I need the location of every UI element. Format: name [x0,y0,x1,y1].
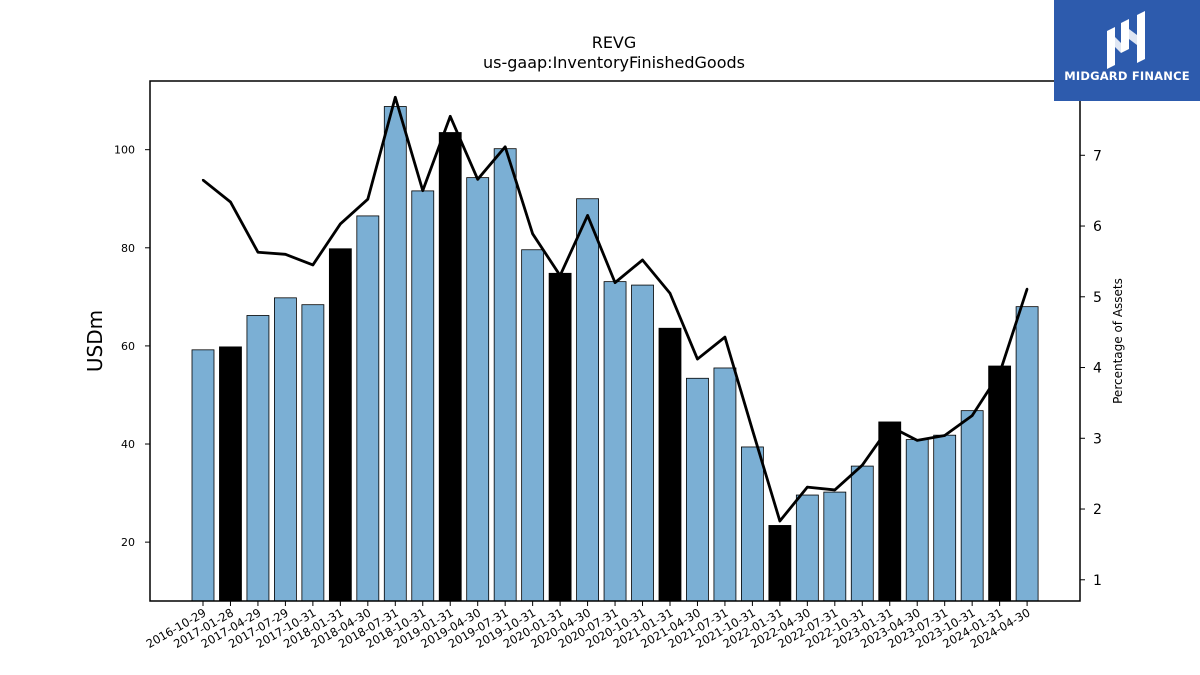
line-point-2019-10-31 [531,232,534,236]
y2-axis-label: Percentage of Assets [1111,278,1125,404]
line-point-2021-01-31 [668,292,672,295]
y-tick-label: 100 [114,144,135,157]
line-point-2020-04-30 [586,214,589,217]
line-point-2023-04-30 [916,439,919,442]
line-point-2020-10-31 [641,258,644,262]
bar-2021-07-31 [713,367,737,602]
line-point-2017-01-28 [229,200,232,204]
bar-2017-04-29 [246,315,270,602]
y2-tick-label: 7 [1093,148,1102,164]
y-tick-label: 80 [121,242,135,255]
y2-tick-label: 6 [1093,219,1102,235]
bar-2018-01-31 [328,248,352,602]
midgard-logo-icon [1107,11,1145,69]
bar-2019-10-31 [521,249,545,602]
line-point-2024-01-31 [998,371,1001,375]
line-point-2023-10-31 [970,414,974,417]
y2-tick-label: 5 [1093,290,1102,306]
line-point-2022-10-31 [861,463,864,467]
bar-2018-04-30 [356,215,380,602]
y2-tick-label: 1 [1093,573,1102,589]
bar-2024-01-31 [988,365,1012,602]
y2-tick-label: 3 [1093,431,1102,447]
y2-tick-label: 4 [1093,361,1102,377]
line-point-2018-07-31 [394,96,397,99]
bar-2016-10-29 [191,349,215,602]
line-point-2017-04-29 [256,251,260,254]
bar-2017-01-28 [219,346,242,602]
bar-2023-07-31 [933,434,957,602]
bar-2022-01-31 [768,525,792,602]
line-point-2022-04-30 [806,485,809,489]
line-point-2017-10-31 [311,263,315,267]
bars-group [191,106,1039,602]
line-point-2022-07-31 [833,488,837,492]
bar-2019-07-31 [493,148,517,602]
plot-frame [149,80,1081,602]
line-point-2018-10-31 [421,189,424,192]
chart-title: REVG [592,33,637,52]
brand-name: MIDGARD FINANCE [1064,69,1190,83]
line-point-2021-04-30 [696,357,699,361]
bar-2017-07-29 [274,297,297,602]
bar-2020-01-31 [548,272,572,602]
line-point-2019-04-30 [476,178,479,181]
chart-subtitle: us-gaap:InventoryFinishedGoods [483,53,745,72]
line-point-2016-10-29 [201,178,205,182]
y-tick-label: 20 [121,536,135,549]
line-point-2018-04-30 [366,197,370,201]
line-point-2020-07-31 [613,281,617,284]
line-point-2019-07-31 [503,145,507,148]
line-point-2017-07-29 [284,253,287,256]
bar-2022-10-31 [850,465,874,602]
y-axis-label: USDm [83,310,107,372]
y2-tick-label: 2 [1093,502,1102,518]
bar-2024-04-30 [1015,306,1039,602]
line-point-2020-01-31 [558,274,562,277]
line-point-2019-01-31 [449,115,452,118]
line-point-2021-07-31 [723,335,727,339]
bar-2018-10-31 [411,190,435,602]
bar-2020-04-30 [576,198,599,602]
y-tick-label: 60 [121,340,135,353]
line-point-2021-10-31 [751,428,754,431]
line-group [201,95,1029,523]
bar-2017-10-31 [301,304,325,602]
line-point-2023-07-31 [943,434,946,437]
bar-2021-10-31 [741,446,764,602]
line-point-2022-01-31 [778,519,782,523]
bar-2023-01-31 [878,421,902,602]
bar-2018-07-31 [383,106,407,602]
line-point-2023-01-31 [888,425,891,428]
bar-2023-04-30 [905,439,929,602]
bar-2020-10-31 [631,284,654,602]
bar-2022-04-30 [795,494,819,602]
bar-2019-04-30 [466,177,490,602]
line-point-2018-01-31 [339,222,342,226]
bar-2021-04-30 [686,377,709,602]
bar-2022-07-31 [823,491,847,602]
y-tick-label: 40 [121,438,135,451]
line-point-2024-04-30 [1025,287,1029,291]
bar-2021-01-31 [658,327,682,602]
bar-2019-01-31 [438,132,462,602]
brand-logo: MIDGARD FINANCE [1054,0,1200,101]
bar-2023-10-31 [960,410,984,602]
bar-2020-07-31 [603,281,627,602]
